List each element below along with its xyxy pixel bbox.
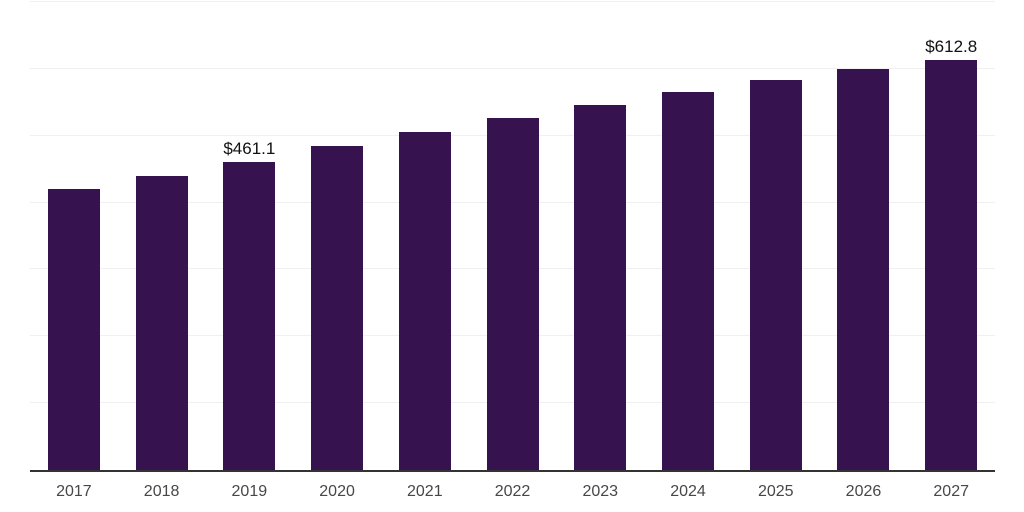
x-axis-labels: 2017 2018 2019 2020 2021 2022 2023 2024 2025 2026… [30,483,995,501]
x-tick-label-2017: 2017 [56,483,92,500]
x-tick-label-2020: 2020 [319,483,355,500]
bar-2025[interactable] [749,80,802,470]
bar-2027[interactable] [925,60,978,470]
bar-2020[interactable] [311,146,364,470]
bar-group-2024 [644,2,732,470]
bar-group-2020 [293,2,381,470]
bar-group-2023 [556,2,644,470]
bar-group-2019: $461.1 [205,2,293,470]
bar-2019[interactable] [223,161,276,470]
bar-group-2021 [381,2,469,470]
x-tick-label-2023: 2023 [582,483,619,500]
bar-2024[interactable] [662,91,714,470]
x-tick-label-2022: 2022 [494,483,531,500]
x-axis-line [30,470,995,472]
x-tick-label-2018: 2018 [143,483,180,500]
bar-group-2027: $612.8 [907,2,995,470]
x-tick-label-2021: 2021 [407,483,443,500]
bar-group-2018 [118,2,206,470]
bar-group-2025 [732,2,820,470]
x-tick-label-2024: 2024 [670,483,706,500]
bar-group-2026 [820,2,908,470]
bar-value-label-2027: $612.8 [925,37,978,57]
gridline-600 [30,68,995,69]
x-tick-label-2027: 2027 [933,483,969,500]
bar-2021[interactable] [398,132,451,470]
bar-group-2022 [469,2,557,470]
bar-2023[interactable] [574,105,627,470]
bar-2018[interactable] [135,175,188,470]
bar-value-label-2019: $461.1 [223,138,276,158]
x-tick-label-2025: 2025 [757,483,794,500]
bar-2022[interactable] [486,118,539,470]
x-tick-label-2026: 2026 [845,483,882,500]
bar-2017[interactable] [47,189,100,470]
bars-row: $461.1 $612.8 [30,2,995,470]
bar-group-2017 [30,2,118,470]
plot-area: $461.1 $612.8 [30,1,995,470]
gridline-700 [30,1,995,2]
bar-2026[interactable] [837,68,890,470]
x-tick-label-2019: 2019 [231,483,268,500]
